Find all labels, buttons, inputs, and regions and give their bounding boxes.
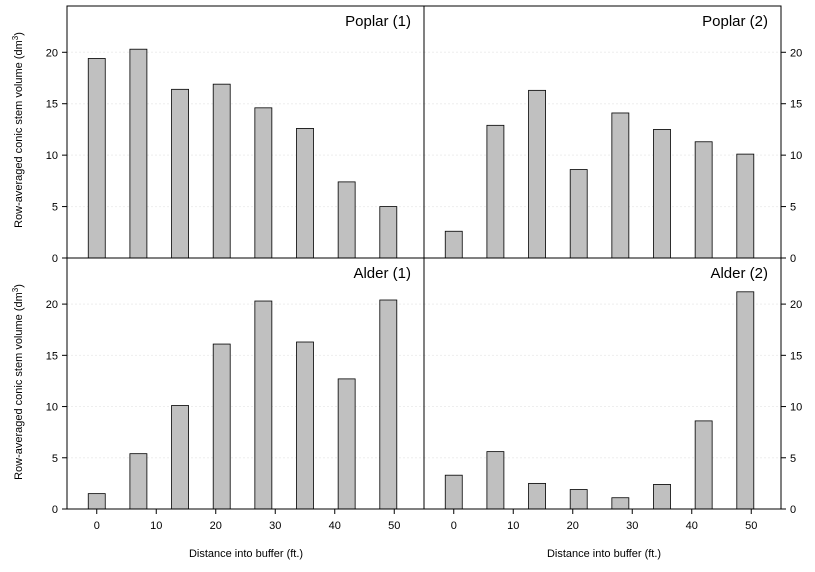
bar [129,48,148,259]
y-tick-label: 15 [790,99,802,111]
bar [254,107,273,259]
bar [486,451,505,510]
x-tick-label: 20 [567,520,579,532]
bar [444,474,463,510]
x-tick-label: 40 [686,520,698,532]
x-tick-label: 30 [626,520,638,532]
y-tick-label: 20 [46,299,58,311]
y-tick-label: 20 [790,47,802,59]
x-tick-label: 0 [451,520,457,532]
y-tick-label: 15 [46,99,58,111]
y-tick-label: 15 [790,350,802,362]
panel-title: Poplar (1) [345,13,411,30]
bar [212,343,231,510]
bar [337,378,356,510]
bar [379,206,398,259]
y-tick-label: 0 [52,504,58,516]
x-tick-label: 30 [269,520,281,532]
panel-frame [423,257,782,510]
bar [486,124,505,259]
y-tick-label: 5 [790,453,796,465]
bar [611,497,630,510]
x-tick-label: 10 [150,520,162,532]
panel-title: Alder (1) [353,265,411,282]
bar [736,153,755,259]
bar [569,489,588,510]
x-axis-title-right: Distance into buffer (ft.) [547,548,661,560]
y-axis-title-top: Row-averaged conic stem volume (dm3) [11,32,25,228]
bar [694,420,713,510]
bar [694,141,713,259]
bar [528,89,546,259]
panel-title: Alder (2) [710,265,768,282]
y-tick-label: 0 [52,253,58,265]
y-tick-label: 0 [790,504,796,516]
y-axis-title-bottom: Row-averaged conic stem volume (dm3) [11,284,25,480]
y-tick-label: 15 [46,350,58,362]
bar [87,493,106,510]
y-tick-label: 20 [46,47,58,59]
bar [569,169,588,259]
bar [171,405,189,510]
bar [296,341,314,510]
bar [653,129,671,259]
y-tick-label: 5 [52,453,58,465]
x-axis-title-left: Distance into buffer (ft.) [189,548,303,560]
y-tick-label: 0 [790,253,796,265]
y-tick-label: 10 [790,150,802,162]
bar [254,300,273,510]
panel-poplar-1: 0 5 10 15 20 Poplar (1) [46,5,425,265]
y-tick-label: 10 [790,402,802,414]
panel-poplar-2: 0 5 10 15 20 Poplar (2) [423,5,802,265]
y-tick-label: 5 [52,202,58,214]
bar [379,299,398,510]
panels-layer: 0 5 10 15 20 Poplar (1) 0 5 10 15 20 Poplar (2) 0 5 10… [46,5,802,532]
bar [736,291,755,510]
panel-alder-1: 0 5 10 15 20 0 10 20 30 40 50 Alder (1) [46,257,425,532]
x-tick-label: 40 [329,520,341,532]
bar [87,58,106,259]
panel-title: Poplar (2) [702,13,768,30]
x-tick-label: 50 [388,520,400,532]
panel-alder-2: 0 5 10 15 20 0 10 20 30 40 50 Alder (2) [423,257,802,532]
x-tick-label: 0 [94,520,100,532]
bar [212,83,231,259]
bar [444,230,463,259]
bar [611,112,630,259]
y-tick-label: 20 [790,299,802,311]
x-tick-label: 10 [507,520,519,532]
bar [528,482,546,510]
y-tick-label: 5 [790,202,796,214]
bar [337,181,356,259]
bar [171,88,189,259]
y-tick-label: 10 [46,402,58,414]
y-tick-label: 10 [46,150,58,162]
x-tick-label: 50 [745,520,757,532]
bar [129,453,148,510]
bar [653,484,671,510]
x-tick-label: 20 [210,520,222,532]
bar [296,127,314,259]
